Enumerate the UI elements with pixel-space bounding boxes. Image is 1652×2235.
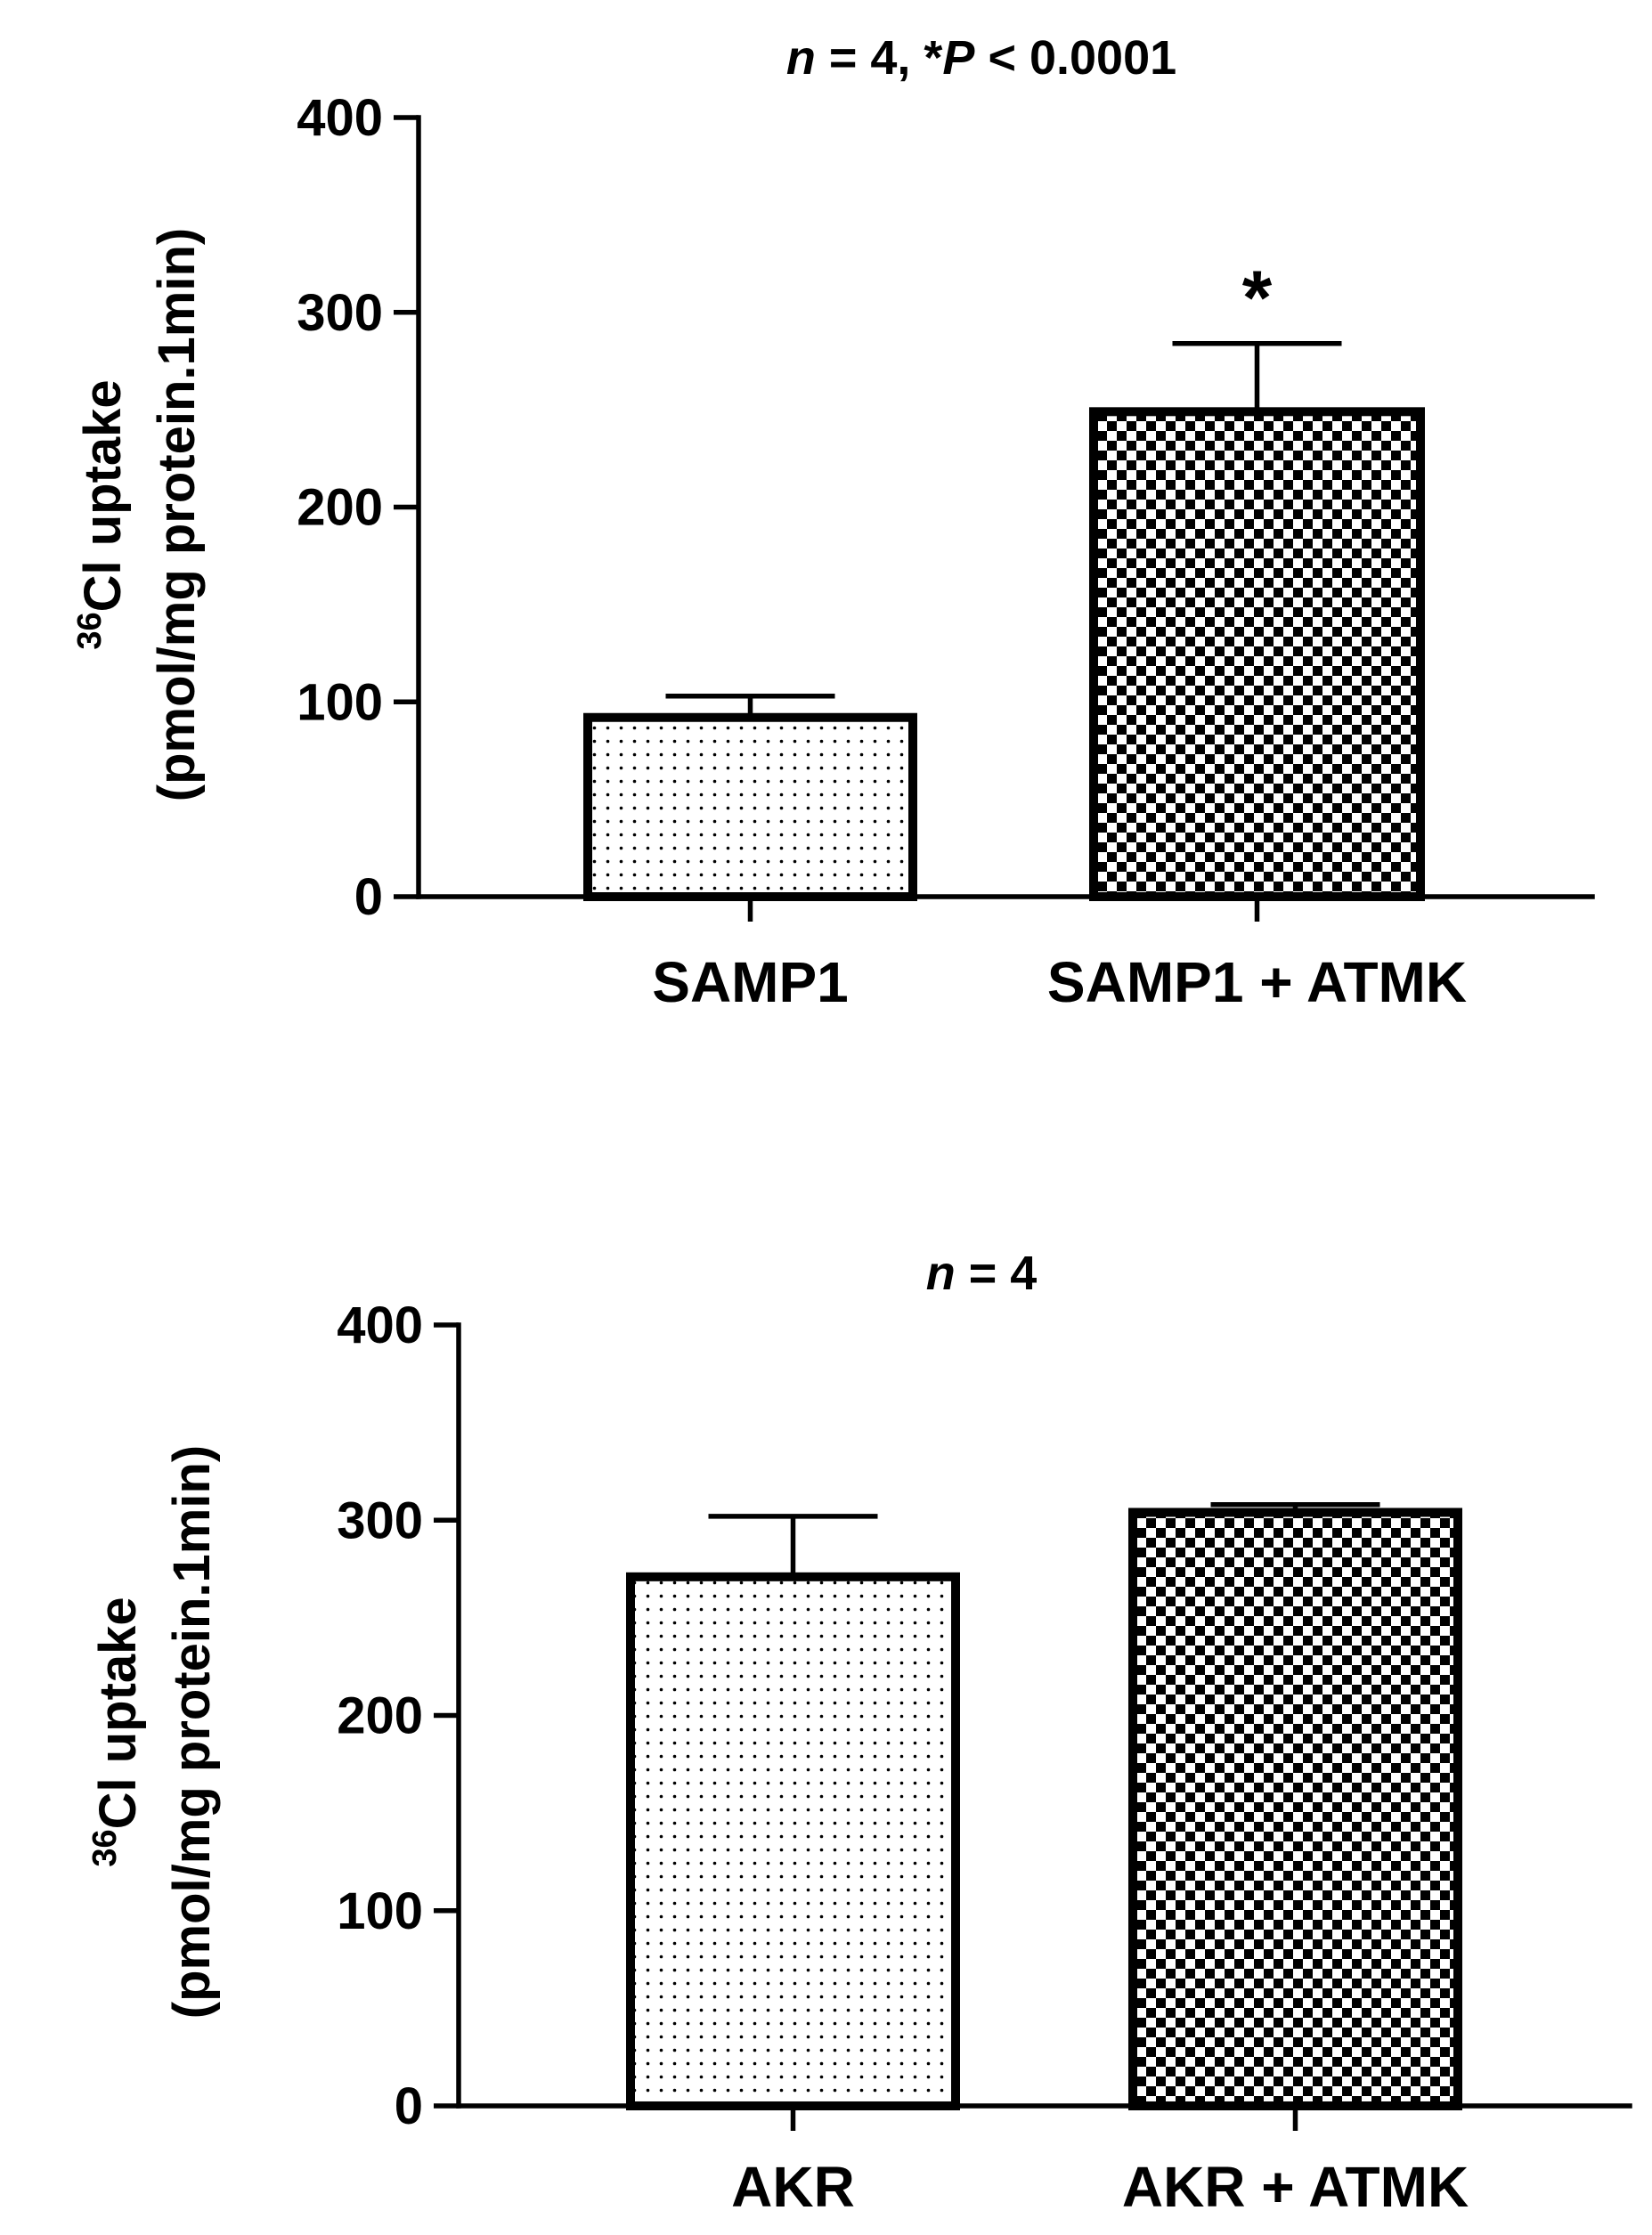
y-tick-label: 100 bbox=[297, 673, 383, 731]
chart-2-y-axis-label-units: (pmol/mg protein.1min) bbox=[163, 1445, 221, 2019]
bar-samp1-atmk bbox=[1089, 407, 1425, 901]
bar-akr bbox=[626, 1572, 960, 2110]
y-tick-label: 0 bbox=[354, 868, 383, 926]
x-tick-label: AKR bbox=[731, 2155, 855, 2219]
y-tick-label: 0 bbox=[395, 2077, 423, 2135]
chart-1-y-axis-label: 36Cl uptake bbox=[71, 379, 132, 649]
x-tick-label: AKR + ATMK bbox=[1122, 2155, 1469, 2219]
chart-2-plot: AKR AKR + ATMK 0 100 200 300 400 bbox=[337, 1296, 1632, 2219]
chart-1-y-axis-label-units: (pmol/mg protein.1min) bbox=[148, 228, 206, 801]
y-tick-label: 400 bbox=[297, 89, 383, 147]
bar-samp1 bbox=[583, 712, 917, 901]
chart-2-y-axis-label: 36Cl uptake bbox=[86, 1597, 147, 1866]
y-tick-label: 200 bbox=[337, 1687, 423, 1745]
chart-2: n = 4 36Cl uptake (pmol/mg protein.1min)… bbox=[86, 1247, 1632, 2219]
y-tick-label: 300 bbox=[337, 1491, 423, 1549]
bar-akr-atmk bbox=[1128, 1508, 1462, 2110]
chart-1-title: n = 4, *P < 0.0001 bbox=[786, 31, 1176, 85]
chart-1-plot: SAMP1 * SAMP1 + ATMK 0 100 200 300 400 bbox=[297, 89, 1595, 1014]
x-tick-label: SAMP1 bbox=[652, 950, 849, 1014]
chart-2-title: n = 4 bbox=[926, 1247, 1038, 1300]
y-tick-label: 400 bbox=[337, 1296, 423, 1354]
x-tick-label: SAMP1 + ATMK bbox=[1047, 950, 1467, 1014]
y-tick-label: 100 bbox=[337, 1882, 423, 1940]
y-tick-label: 200 bbox=[297, 479, 383, 537]
y-tick-label: 300 bbox=[297, 284, 383, 342]
significance-marker: * bbox=[1242, 256, 1273, 341]
chart-1: n = 4, *P < 0.0001 36Cl uptake (pmol/mg … bbox=[71, 31, 1595, 1014]
